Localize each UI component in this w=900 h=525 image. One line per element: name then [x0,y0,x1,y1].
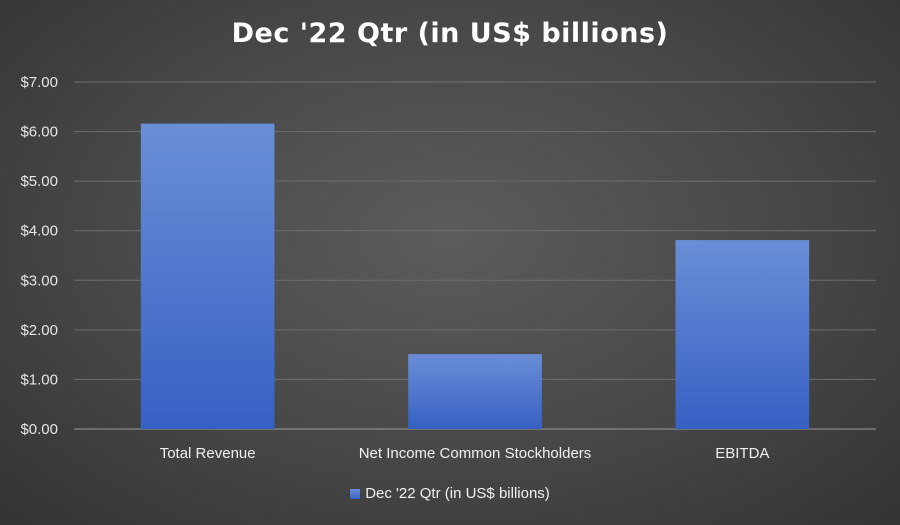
bar-net-income-common-stockholders [408,354,542,429]
y-tick-label: $0.00 [20,421,58,438]
legend-swatch [350,488,361,499]
chart-title: Dec '22 Qtr (in US$ billions) [231,18,669,49]
x-category-label: Net Income Common Stockholders [359,445,592,462]
x-category-label: EBITDA [715,445,769,462]
x-axis-category-labels: Total Revenue Net Income Common Stockhold… [160,445,770,462]
y-axis-tick-labels: $0.00 $1.00 $2.00 $3.00 $4.00 $5.00 $6.00 $7.00 [20,74,58,438]
x-category-label: Total Revenue [160,445,256,462]
bar-total-revenue [140,123,275,429]
legend-label: Dec '22 Qtr (in US$ billions) [365,485,550,502]
y-tick-label: $2.00 [20,322,58,339]
y-tick-label: $5.00 [20,173,58,190]
y-tick-label: $1.00 [20,371,58,388]
bar-ebitda [675,240,810,429]
y-tick-label: $3.00 [20,272,58,289]
bars [140,123,810,429]
y-tick-label: $4.00 [20,223,58,240]
y-tick-label: $7.00 [20,74,58,91]
legend: Dec '22 Qtr (in US$ billions) [0,485,900,502]
y-tick-label: $6.00 [20,124,58,141]
